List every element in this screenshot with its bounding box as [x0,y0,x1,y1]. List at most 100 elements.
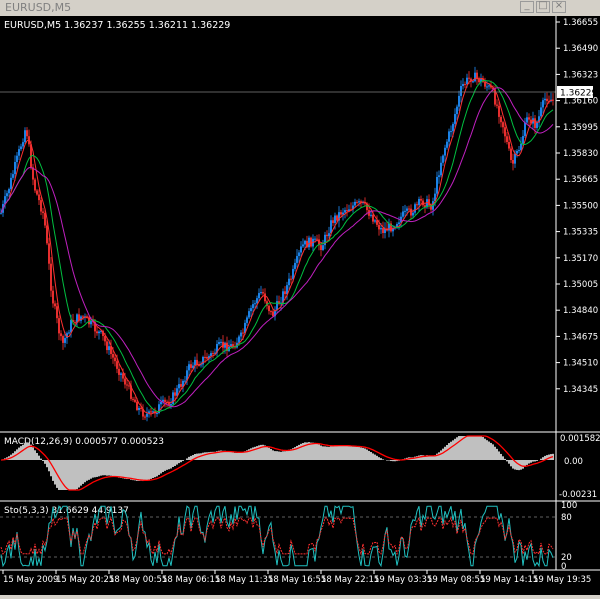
macd-bar [114,460,116,476]
candle-body [354,202,356,206]
macd-bar [136,460,138,481]
candle-body [240,333,242,337]
macd-bar [358,447,360,460]
macd-bar [78,460,80,488]
candle-body [356,202,358,203]
minimize-button[interactable]: _ [520,1,534,13]
macd-bar [328,447,330,460]
candle-body [8,189,10,193]
macd-bar [20,446,22,460]
candle-body [420,199,422,201]
candle-body [294,263,296,269]
window-titlebar[interactable]: EURUSD,M5 _ □ × [0,0,600,17]
candle-body [242,333,244,334]
candle-body [534,118,536,128]
candle-body [10,178,12,189]
macd-bar [356,447,358,460]
candle-body [310,238,312,247]
close-button[interactable]: × [552,1,566,13]
candle-body [370,215,372,216]
macd-bar [102,460,104,475]
time-tick-label: 19 May 19:35 [533,575,591,585]
macd-axis-top: 0.001582 [560,434,600,444]
macd-bar [364,448,366,460]
macd-bar [110,460,112,476]
candle-body [20,146,22,149]
candle-body [436,177,438,194]
macd-bar [26,442,28,460]
time-tick-label: 18 May 16:55 [268,575,326,585]
macd-bar [158,460,160,475]
candle-body [284,291,286,294]
macd-bar [88,460,90,480]
macd-bar [122,460,124,478]
candle-body [124,379,126,385]
macd-bar [442,449,444,460]
candle-body [406,209,408,211]
candle-body [138,408,140,410]
candle-body [404,211,406,212]
price-tick-label: 1.34675 [563,332,598,342]
price-tick-label: 1.36323 [563,70,598,80]
candle-body [206,357,208,359]
candle-body [152,411,154,412]
candle-body [60,333,62,336]
price-tick-label: 1.34510 [563,359,598,369]
time-tick-label: 19 May 03:35 [374,575,432,585]
macd-bar [348,446,350,460]
candle-body [506,136,508,142]
candle-body [450,131,452,132]
candle-body [104,336,106,341]
macd-bar [372,453,374,460]
candle-body [170,404,172,405]
macd-bar [142,460,144,481]
macd-bar [542,457,544,460]
candle-body [12,174,14,178]
macd-bar [106,460,108,476]
candle-body [438,175,440,177]
candle-body [178,384,180,388]
macd-bar [352,447,354,460]
candle-body [16,156,18,162]
macd-bar [454,439,456,460]
candle-body [64,338,66,343]
macd-bar [238,453,240,460]
macd-bar [286,451,288,460]
macd-bar [52,460,54,481]
candle-body [144,417,146,418]
macd-bar [268,448,270,460]
macd-bar [320,446,322,460]
macd-bar [66,460,68,490]
macd-bar [448,443,450,460]
macd-bar [36,453,38,460]
macd-bar [58,460,60,490]
macd-bar [108,460,110,476]
candle-body [98,332,100,334]
candle-body [126,385,128,386]
chart-area[interactable]: EURUSD,M5 1.36237 1.36255 1.36211 1.3622… [0,16,600,595]
symbol-info: EURUSD,M5 1.36237 1.36255 1.36211 1.3622… [4,20,230,31]
macd-bar [98,460,100,476]
price-chart[interactable]: EURUSD,M5 1.36237 1.36255 1.36211 1.3622… [0,16,600,595]
maximize-button[interactable]: □ [536,1,550,13]
macd-bar [276,451,278,460]
macd-bar [490,443,492,460]
candle-body [6,193,8,196]
macd-bar [332,446,334,460]
candle-body [314,239,316,240]
candle-body [132,399,134,400]
macd-bar [342,446,344,460]
macd-bar [140,460,142,481]
candle-body [328,233,330,236]
price-tick-label: 1.34840 [563,306,598,316]
candle-body [464,84,466,85]
macd-bar [310,443,312,460]
macd-bar [174,460,176,466]
candle-body [472,81,474,82]
macd-bar [312,443,314,460]
candle-body [484,82,486,87]
macd-bar [228,452,230,460]
macd-bar [530,460,532,463]
macd-bar [350,446,352,460]
macd-bar [82,460,84,484]
